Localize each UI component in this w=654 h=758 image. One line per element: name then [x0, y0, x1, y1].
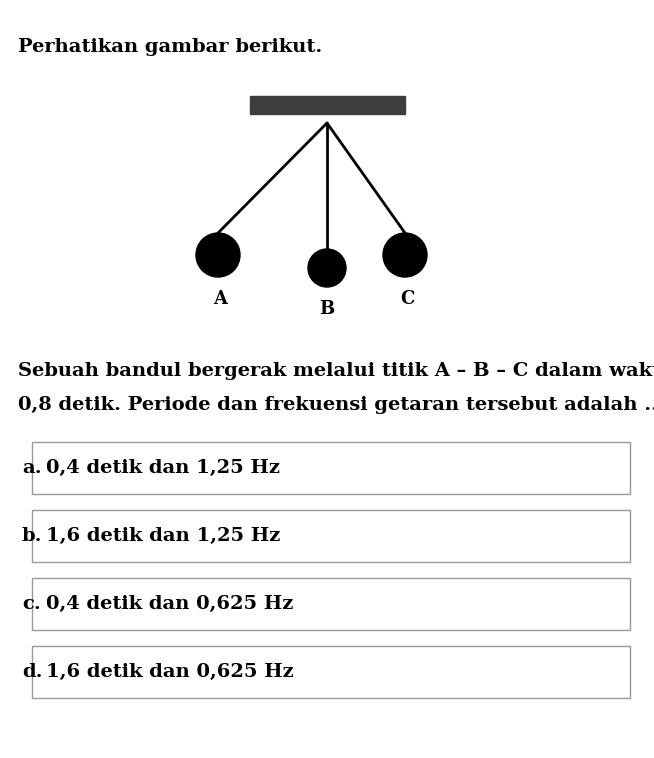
- Text: Sebuah bandul bergerak melalui titik A – B – C dalam waktu: Sebuah bandul bergerak melalui titik A –…: [18, 362, 654, 380]
- Text: c.: c.: [22, 595, 41, 613]
- FancyBboxPatch shape: [249, 96, 405, 114]
- Circle shape: [383, 233, 427, 277]
- Text: 0,4 detik dan 1,25 Hz: 0,4 detik dan 1,25 Hz: [46, 459, 280, 477]
- Circle shape: [308, 249, 346, 287]
- Text: Perhatikan gambar berikut.: Perhatikan gambar berikut.: [18, 38, 322, 56]
- Text: d.: d.: [22, 663, 43, 681]
- Text: a.: a.: [22, 459, 42, 477]
- Text: 0,8 detik. Periode dan frekuensi getaran tersebut adalah ....: 0,8 detik. Periode dan frekuensi getaran…: [18, 396, 654, 414]
- Text: 1,6 detik dan 1,25 Hz: 1,6 detik dan 1,25 Hz: [46, 527, 281, 545]
- FancyBboxPatch shape: [32, 578, 630, 630]
- Circle shape: [196, 233, 240, 277]
- Text: 0,4 detik dan 0,625 Hz: 0,4 detik dan 0,625 Hz: [46, 595, 293, 613]
- Text: C: C: [400, 290, 414, 308]
- Text: A: A: [213, 290, 227, 308]
- FancyBboxPatch shape: [32, 510, 630, 562]
- FancyBboxPatch shape: [32, 442, 630, 494]
- Text: 1,6 detik dan 0,625 Hz: 1,6 detik dan 0,625 Hz: [46, 663, 294, 681]
- Text: B: B: [319, 300, 335, 318]
- FancyBboxPatch shape: [32, 646, 630, 698]
- Text: b.: b.: [22, 527, 43, 545]
